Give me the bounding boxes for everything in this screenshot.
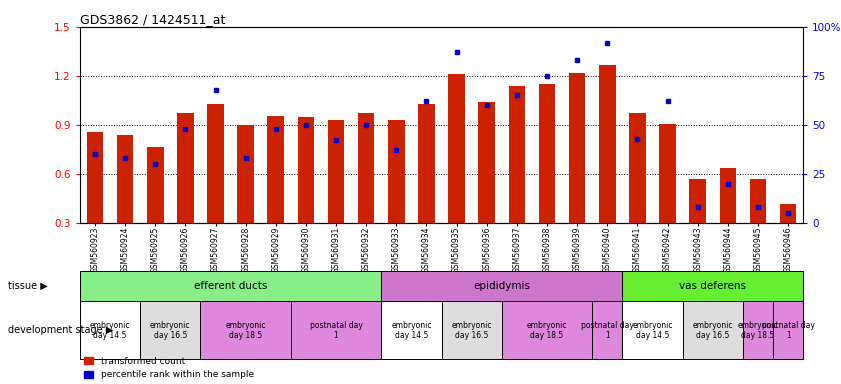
Bar: [659, 124, 676, 223]
Text: epididymis: epididymis: [473, 281, 531, 291]
Bar: [592, 301, 622, 359]
Text: embryonic
day 18.5: embryonic day 18.5: [225, 321, 266, 340]
Bar: [298, 117, 315, 223]
Text: embryonic
day 18.5: embryonic day 18.5: [526, 321, 567, 340]
Text: efferent ducts: efferent ducts: [194, 281, 267, 291]
Bar: [539, 84, 555, 223]
Bar: [87, 132, 103, 223]
Text: embryonic
day 18.5: embryonic day 18.5: [738, 321, 778, 340]
Text: GDS3862 / 1424511_at: GDS3862 / 1424511_at: [80, 13, 225, 26]
Bar: [749, 179, 766, 223]
Bar: [291, 301, 381, 359]
Bar: [328, 120, 344, 223]
Text: embryonic
day 16.5: embryonic day 16.5: [692, 321, 733, 340]
Bar: [622, 301, 683, 359]
Text: postnatal day
1: postnatal day 1: [762, 321, 815, 340]
Bar: [780, 204, 796, 223]
Bar: [442, 301, 502, 359]
Bar: [381, 271, 622, 301]
Bar: [509, 86, 525, 223]
Bar: [207, 104, 224, 223]
Bar: [388, 120, 405, 223]
Bar: [358, 113, 374, 223]
Text: embryonic
day 16.5: embryonic day 16.5: [150, 321, 191, 340]
Bar: [599, 65, 616, 223]
Bar: [690, 179, 706, 223]
Text: embryonic
day 14.5: embryonic day 14.5: [391, 321, 431, 340]
Bar: [177, 113, 193, 223]
Bar: [629, 113, 646, 223]
Bar: [237, 125, 254, 223]
Bar: [479, 102, 495, 223]
Text: development stage ▶: development stage ▶: [8, 325, 114, 335]
Bar: [80, 271, 381, 301]
Bar: [569, 73, 585, 223]
Text: embryonic
day 16.5: embryonic day 16.5: [452, 321, 492, 340]
Bar: [773, 301, 803, 359]
Bar: [140, 301, 200, 359]
Bar: [381, 301, 442, 359]
Text: embryonic
day 14.5: embryonic day 14.5: [632, 321, 673, 340]
Bar: [720, 168, 736, 223]
Bar: [418, 104, 435, 223]
Text: tissue ▶: tissue ▶: [8, 281, 48, 291]
Bar: [448, 74, 465, 223]
Bar: [622, 271, 803, 301]
Text: postnatal day
1: postnatal day 1: [581, 321, 634, 340]
Bar: [117, 136, 134, 223]
Bar: [743, 301, 773, 359]
Bar: [147, 147, 163, 223]
Bar: [80, 301, 140, 359]
Legend: transformed count, percentile rank within the sample: transformed count, percentile rank withi…: [84, 357, 254, 379]
Bar: [200, 301, 291, 359]
Bar: [502, 301, 592, 359]
Text: postnatal day
1: postnatal day 1: [309, 321, 362, 340]
Text: embryonic
day 14.5: embryonic day 14.5: [90, 321, 130, 340]
Bar: [683, 301, 743, 359]
Text: vas deferens: vas deferens: [680, 281, 746, 291]
Bar: [267, 116, 284, 223]
